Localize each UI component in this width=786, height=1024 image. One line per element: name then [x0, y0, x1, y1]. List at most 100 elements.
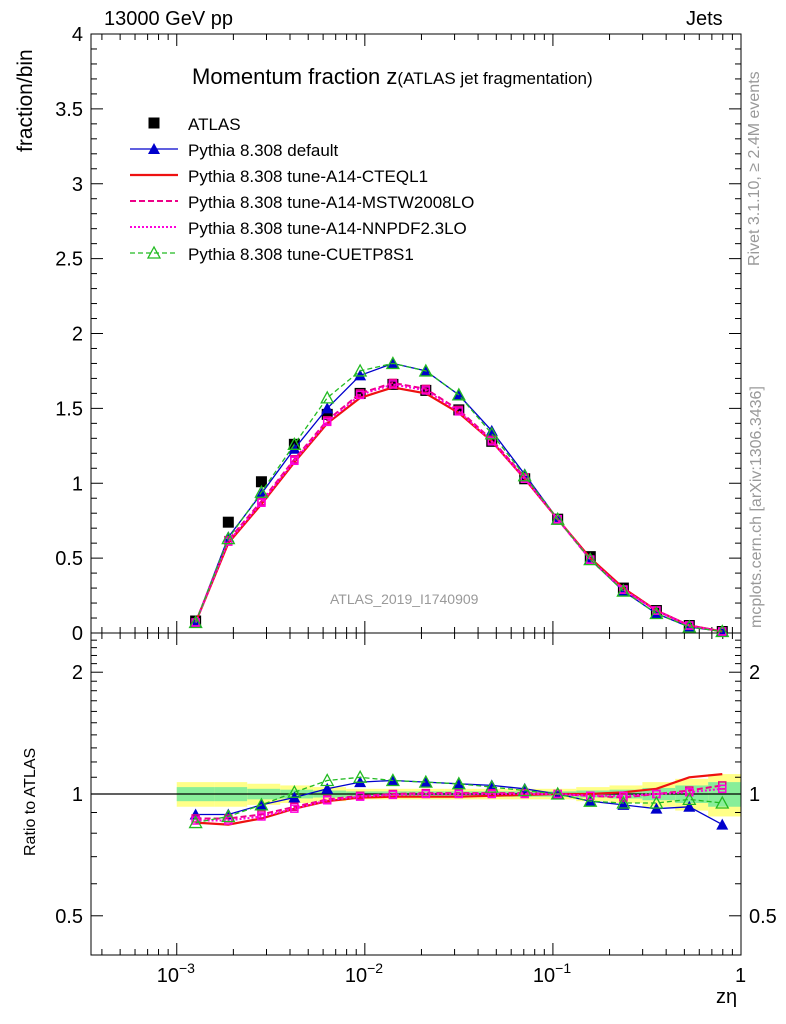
ratio-point-cuetp8s1 — [320, 773, 335, 787]
ratio-point-nnpdf — [421, 789, 431, 799]
legend-label-cuetp8s1: Pythia 8.308 tune-CUETP8S1 — [188, 245, 414, 264]
ratio-point-cuetp8s1 — [188, 815, 203, 829]
data-point-atlas — [255, 476, 267, 488]
plot-title-main: Momentum fraction z — [192, 64, 398, 89]
energy-label: 13000 GeV pp — [104, 8, 233, 30]
main-point-cuetp8s1 — [254, 484, 269, 498]
ratio-point-default — [452, 777, 465, 789]
main-point-default — [354, 369, 367, 381]
ratio-point-cuetp8s1 — [616, 795, 631, 809]
y-tick-label: 0 — [72, 623, 83, 645]
main-point-cuetp8s1 — [287, 436, 302, 450]
category-label: Jets — [686, 8, 723, 30]
x-axis-label: zη — [716, 986, 738, 1008]
main-point-nnpdf — [290, 456, 299, 466]
ratio-point-nnpdf — [257, 812, 266, 821]
y-tick-label: 1 — [72, 473, 83, 495]
ratio-point-nnpdf — [290, 804, 299, 813]
main-ylabel: fraction/bin — [14, 49, 37, 152]
x-tick-label: 10−1 — [533, 960, 571, 987]
data-point-atlas — [222, 516, 234, 528]
legend-label-nnpdf: Pythia 8.308 tune-A14-NNPDF2.3LO — [188, 219, 467, 238]
main-point-cuetp8s1 — [484, 426, 499, 440]
legend-marker-default — [148, 143, 160, 154]
ratio-point-nnpdf — [454, 789, 464, 799]
main-point-cuetp8s1 — [385, 356, 400, 370]
ratio-point-nnpdf — [355, 792, 365, 801]
legend-label-cteql1: Pythia 8.308 tune-A14-CTEQL1 — [188, 167, 428, 186]
plot-title: Momentum fraction z(ATLAS jet fragmentat… — [192, 64, 593, 90]
y-tick-label: 0.5 — [55, 548, 83, 570]
ratio-point-cuetp8s1 — [715, 795, 730, 809]
ratio-series-line-nnpdf — [195, 787, 723, 822]
main-point-cuetp8s1 — [616, 583, 631, 597]
ratio-point-cuetp8s1 — [385, 773, 400, 787]
main-point-cuetp8s1 — [221, 531, 236, 545]
ratio-point-cuetp8s1 — [418, 774, 433, 788]
main-point-nnpdf — [388, 380, 398, 389]
main-point-cuetp8s1 — [320, 390, 335, 404]
ratio-point-nnpdf — [388, 790, 398, 800]
main-series-line-nnpdf — [194, 383, 723, 633]
ratio-point-cuetp8s1 — [287, 784, 302, 798]
ratio-point-cuetp8s1 — [221, 809, 236, 823]
data-point-atlas — [387, 378, 399, 390]
mcplots-label: mcplots.cern.ch [arXiv:1306.3436] — [748, 386, 765, 628]
legend-label-mstw: Pythia 8.308 tune-A14-MSTW2008LO — [188, 193, 474, 212]
main-point-nnpdf — [322, 417, 332, 427]
x-tick-label: 10−3 — [157, 960, 195, 987]
data-point-atlas — [321, 408, 333, 420]
y-tick-label: 1.5 — [55, 398, 83, 420]
ratio-point-default — [419, 776, 432, 788]
legend-marker-cuetp8s1 — [146, 245, 162, 259]
main-point-cuetp8s1 — [451, 387, 466, 401]
main-point-cuetp8s1 — [353, 363, 368, 377]
legend-label-data: ATLAS — [188, 115, 241, 134]
ratio-series-line-cuetp8s1 — [195, 776, 723, 824]
y-tick-label: 2.5 — [55, 249, 83, 271]
main-point-default — [288, 442, 301, 454]
ratio-point-cuetp8s1 — [649, 795, 664, 809]
main-series-line-cuetp8s1 — [194, 362, 723, 633]
ratio-point-cuetp8s1 — [517, 783, 532, 797]
y-tick-label: 4 — [72, 24, 83, 46]
ratio-y-tick-label: 2 — [72, 662, 83, 684]
x-tick-label: 10−2 — [345, 960, 383, 987]
ratio-y-tick-label: 1 — [72, 784, 83, 806]
rivet-label: Rivet 3.1.10, ≥ 2.4M events — [746, 71, 763, 266]
ratio-point-cuetp8s1 — [254, 797, 269, 811]
ratio-y-tick-label-right: 0.5 — [749, 906, 777, 928]
main-point-cuetp8s1 — [517, 468, 532, 482]
main-point-cuetp8s1 — [649, 606, 664, 620]
ratio-y-tick-label-right: 2 — [749, 662, 760, 684]
ratio-point-default — [321, 782, 334, 794]
data-point-atlas — [453, 404, 465, 416]
legend-marker-atlas — [148, 117, 160, 129]
main-point-cuetp8s1 — [715, 624, 730, 638]
ratio-point-cuetp8s1 — [451, 776, 466, 790]
legend-label-default: Pythia 8.308 default — [188, 141, 339, 160]
main-point-cuetp8s1 — [550, 511, 565, 525]
main-point-cuetp8s1 — [682, 619, 697, 633]
analysis-label: ATLAS_2019_I1740909 — [330, 591, 479, 607]
y-tick-label: 2 — [72, 324, 83, 346]
main-point-default — [321, 402, 334, 414]
ratio-point-default — [617, 798, 630, 810]
main-point-nnpdf — [257, 498, 266, 507]
main-point-nnpdf — [454, 407, 464, 416]
ratio-y-tick-label-right: 1 — [749, 784, 760, 806]
main-point-nnpdf — [355, 390, 365, 400]
ratio-point-nnpdf — [322, 796, 332, 805]
main-point-cuetp8s1 — [583, 552, 598, 566]
data-point-atlas — [354, 387, 366, 399]
ratio-point-nnpdf — [685, 788, 694, 797]
ratio-point-default — [716, 818, 729, 830]
ratio-point-cuetp8s1 — [550, 786, 565, 800]
y-tick-label: 3 — [72, 174, 83, 196]
ratio-point-nnpdf — [487, 789, 497, 799]
ratio-point-cuetp8s1 — [682, 791, 697, 806]
ratio-point-cuetp8s1 — [353, 769, 368, 783]
ratio-ylabel: Ratio to ATLAS — [22, 747, 39, 856]
plot-title-suffix: (ATLAS jet fragmentation) — [397, 69, 593, 88]
